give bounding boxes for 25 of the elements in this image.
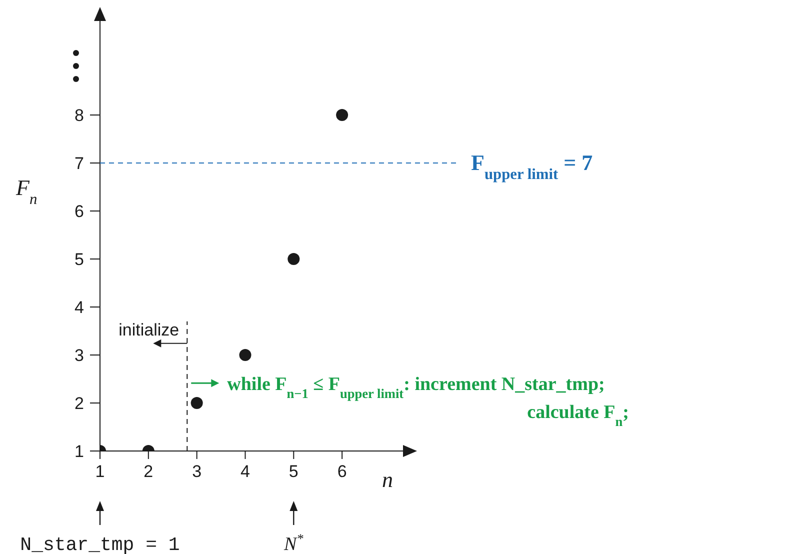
annotation: while F$_{n−1}$ ≤ F$_{upper limit}$: increment N_star_tmp; (227, 374, 605, 401)
y-tick-label: 1 (74, 442, 84, 462)
ref-line-label: F$_{upper limit}$ = 7 (471, 150, 593, 182)
x-tick-label: 1 (95, 462, 105, 482)
x-tick-label: 4 (240, 462, 250, 482)
y-tick-label: 3 (74, 346, 84, 366)
x-tick-label: 3 (192, 462, 202, 482)
y-tick-label: 7 (74, 154, 84, 174)
point (336, 109, 348, 121)
y-tick-label: 2 (74, 394, 84, 414)
point (239, 349, 252, 361)
x-tick-label: 6 (337, 462, 347, 482)
text: N$^{*}$ (282, 530, 304, 554)
text: N_star_tmp = 1 (20, 534, 180, 554)
y-axis-title: F$_{n}$ (15, 175, 38, 208)
ref-line-label: initialize (118, 320, 180, 340)
x-tick-label: 5 (288, 462, 298, 482)
text: calculate F$_{n}$; (527, 402, 629, 429)
y-tick-label: 6 (74, 202, 84, 222)
x-tick-label: 2 (144, 462, 154, 482)
y-tick-label: 5 (74, 250, 84, 270)
point (288, 253, 300, 265)
x-axis-title: n (382, 467, 393, 492)
y-tick-label: 8 (74, 106, 84, 126)
y-tick-label: 4 (74, 298, 84, 318)
